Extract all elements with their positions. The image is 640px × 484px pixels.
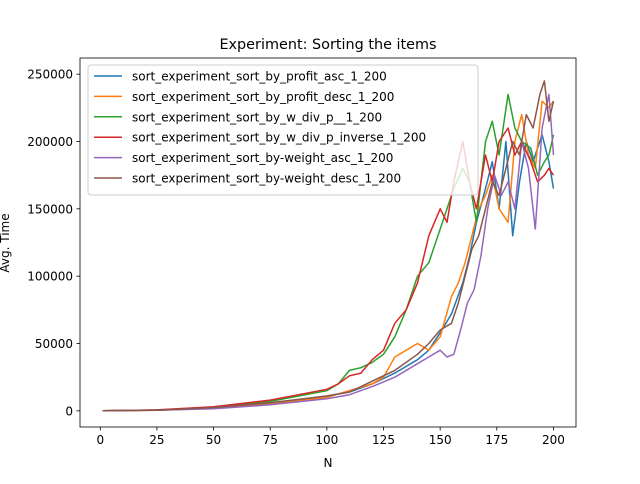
series-line-6 <box>102 80 555 412</box>
y-tick-label: 100000 <box>27 270 73 284</box>
x-tick-label: 75 <box>263 433 278 447</box>
legend-label: sort_experiment_sort_by_profit_asc_1_200 <box>132 70 387 84</box>
y-tick-label: 50000 <box>35 337 73 351</box>
y-tick-label: 0 <box>65 404 73 418</box>
legend-label: sort_experiment_sort_by_w_div_p_inverse_… <box>132 131 426 145</box>
legend-label: sort_experiment_sort_by_w_div_p__1_200 <box>132 110 382 124</box>
legend: sort_experiment_sort_by_profit_asc_1_200… <box>87 64 479 196</box>
legend-label: sort_experiment_sort_by_profit_desc_1_20… <box>132 90 394 104</box>
y-tick-label: 200000 <box>27 135 73 149</box>
axes-frame <box>79 57 577 428</box>
x-tick-label: 125 <box>372 433 395 447</box>
x-tick-label: 175 <box>485 433 508 447</box>
series-line-5 <box>102 93 555 412</box>
x-tick-label: 100 <box>315 433 338 447</box>
legend-label: sort_experiment_sort_by-weight_desc_1_20… <box>132 172 401 186</box>
x-axis-label: N <box>324 456 333 470</box>
plot-area <box>102 80 555 412</box>
x-tick-label: 50 <box>206 433 221 447</box>
x-tick-label: 0 <box>96 433 104 447</box>
x-tick-label: 150 <box>429 433 452 447</box>
legend-label: sort_experiment_sort_by-weight_asc_1_200 <box>132 151 393 165</box>
legend-box <box>87 64 479 196</box>
chart-title: Experiment: Sorting the items <box>219 37 436 53</box>
x-tick-label: 25 <box>149 433 164 447</box>
y-axis-label: Avg. Time <box>0 213 12 272</box>
y-tick-label: 150000 <box>27 202 73 216</box>
x-tick-label: 200 <box>542 433 565 447</box>
y-tick-label: 250000 <box>27 68 73 82</box>
axes: 0 25 50 75 100 125 150 175 200 0 50000 100000 150000… <box>27 57 577 447</box>
